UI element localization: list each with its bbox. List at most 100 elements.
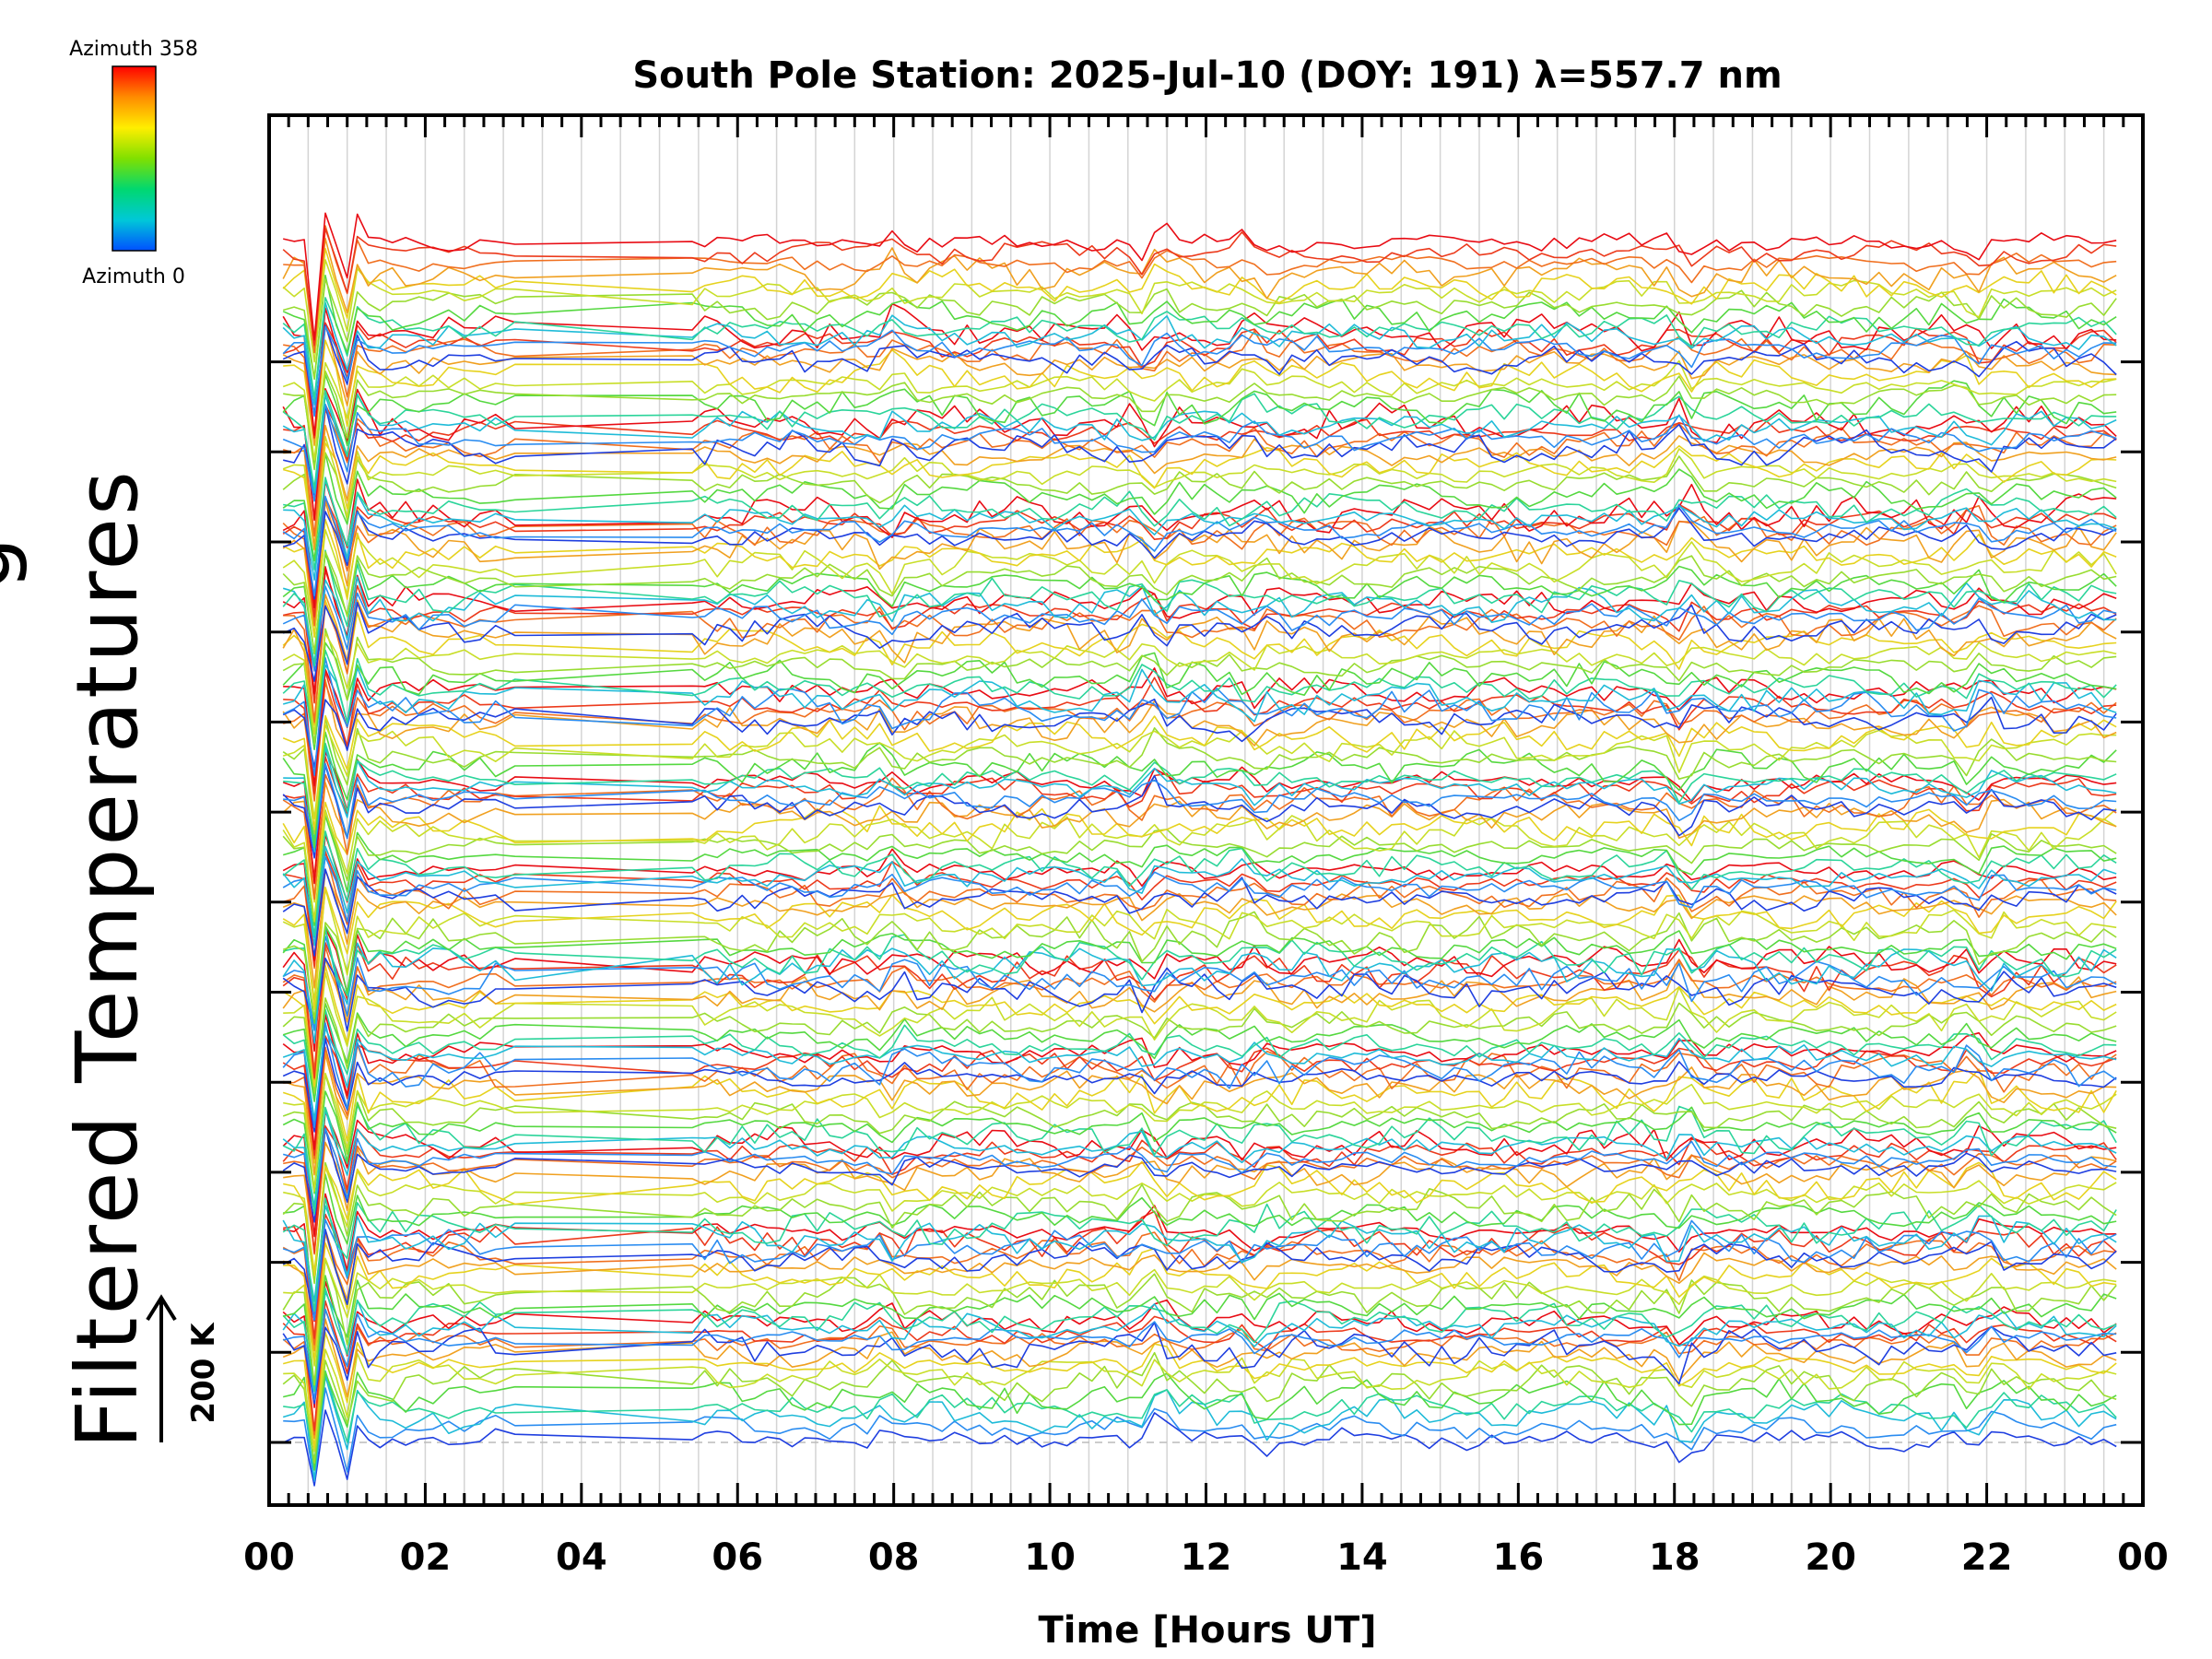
trace-band-4-az-2 — [282, 1027, 2117, 1121]
trace-band-12-az-10 — [282, 228, 2117, 347]
trace-band-11-az-0 — [283, 404, 2117, 496]
trace-band-10-az-0 — [282, 507, 2117, 600]
trace-band-7-az-6 — [282, 724, 2117, 819]
trace-band-6-az-3 — [282, 830, 2117, 936]
trace-band-10-az-5 — [282, 452, 2117, 550]
colorbar-top-label: Azimuth 358 — [69, 38, 198, 61]
x-tick-label: 06 — [712, 1536, 763, 1579]
trace-band-1-az-5 — [282, 1258, 2117, 1386]
trace-band-5-az-5 — [282, 911, 2117, 1020]
trace-band-2-az-0 — [282, 1229, 2117, 1321]
trace-band-12-az-2 — [282, 301, 2117, 406]
trace-band-4-az-11 — [282, 927, 2117, 1053]
colorbar-bottom-label: Azimuth 0 — [82, 265, 185, 288]
trace-band-4-az-9 — [282, 946, 2117, 1072]
trace-band-11-az-7 — [283, 339, 2117, 447]
trace-band-9-az-8 — [282, 500, 2117, 620]
y-axis-label: Filtered Temperatures — [58, 468, 157, 1449]
trace-band-6-az-6 — [282, 811, 2117, 923]
trace-band-3-az-6 — [283, 1072, 2117, 1193]
x-tick-label: 12 — [1181, 1536, 1232, 1579]
scale-bar: 200 K — [146, 1294, 222, 1442]
trace-band-8-az-1 — [282, 656, 2117, 777]
trace-band-10-az-7 — [282, 441, 2117, 551]
temperature-traces — [282, 212, 2117, 1487]
trace-band-1-az-8 — [282, 1232, 2117, 1352]
chart-title: South Pole Station: 2025-Jul-10 (DOY: 19… — [632, 54, 1782, 97]
trace-band-11-az-10 — [282, 322, 2117, 439]
trace-band-6-az-10 — [283, 756, 2117, 878]
trace-band-0-az-7 — [282, 1332, 2117, 1450]
trace-band-7-az-7 — [282, 714, 2117, 830]
trace-band-2-az-7 — [283, 1160, 2117, 1277]
trace-band-9-az-0 — [282, 601, 2117, 682]
trace-band-11-az-5 — [283, 370, 2117, 471]
trace-band-4-az-0 — [282, 1038, 2117, 1133]
x-tick-label: 10 — [1024, 1536, 1076, 1579]
x-tick-label: 00 — [2117, 1536, 2169, 1579]
trace-band-5-az-6 — [282, 888, 2117, 1002]
y-axis-ticks — [269, 360, 2143, 1444]
trace-band-2-az-2 — [282, 1205, 2117, 1302]
x-tick-label: 14 — [1336, 1536, 1388, 1579]
trace-band-0-az-5 — [282, 1351, 2117, 1465]
trace-band-9-az-11 — [282, 478, 2117, 609]
trace-band-2-az-5 — [282, 1161, 2117, 1285]
trace-band-0-az-4 — [283, 1371, 2117, 1471]
trace-band-4-az-5 — [282, 997, 2117, 1094]
trace-band-2-az-9 — [283, 1127, 2117, 1255]
trace-band-1-az-11 — [283, 1193, 2117, 1323]
trace-band-2-az-1 — [282, 1218, 2117, 1322]
trace-band-1-az-10 — [283, 1210, 2117, 1339]
trace-band-10-az-1 — [282, 495, 2117, 597]
trace-band-12-az-11 — [283, 212, 2117, 341]
x-axis: 00 02 04 06 08 10 12 14 16 18 20 22 00 — [243, 115, 2169, 1579]
trace-band-7-az-4 — [282, 731, 2117, 849]
trace-band-5-az-1 — [282, 935, 2117, 1031]
trace-band-8-az-0 — [282, 696, 2117, 769]
trace-band-1-az-6 — [283, 1257, 2117, 1367]
trace-band-3-az-3 — [282, 1104, 2117, 1215]
trace-band-11-az-11 — [282, 302, 2117, 436]
trace-band-3-az-0 — [282, 1127, 2117, 1223]
trace-band-1-az-7 — [283, 1242, 2117, 1361]
trace-band-3-az-11 — [282, 1014, 2117, 1150]
trace-band-7-az-11 — [283, 667, 2117, 787]
trace-band-7-az-8 — [282, 678, 2117, 797]
trace-band-9-az-3 — [282, 549, 2117, 667]
trace-band-6-az-8 — [282, 782, 2117, 900]
trace-band-1-az-1 — [282, 1308, 2117, 1401]
trace-band-8-az-11 — [282, 566, 2117, 695]
trace-band-6-az-2 — [282, 845, 2117, 947]
trace-band-1-az-4 — [282, 1275, 2117, 1386]
trace-band-3-az-4 — [282, 1090, 2117, 1194]
trace-band-10-az-6 — [282, 435, 2117, 548]
trace-band-3-az-2 — [282, 1109, 2117, 1207]
trace-band-8-az-2 — [282, 664, 2117, 747]
trace-band-10-az-3 — [283, 477, 2117, 571]
trace-band-5-az-2 — [282, 927, 2117, 1044]
trace-band-6-az-5 — [282, 809, 2117, 921]
trace-band-8-az-8 — [282, 594, 2117, 724]
trace-band-4-az-3 — [282, 1008, 2117, 1102]
trace-band-0-az-2 — [282, 1375, 2117, 1481]
trace-band-7-az-10 — [283, 670, 2117, 794]
trace-band-11-az-6 — [282, 359, 2117, 461]
trace-band-12-az-9 — [283, 225, 2117, 354]
trace-band-3-az-1 — [282, 1127, 2117, 1215]
trace-band-9-az-4 — [282, 552, 2117, 655]
x-tick-label: 04 — [556, 1536, 607, 1579]
trace-band-4-az-8 — [282, 958, 2117, 1080]
trace-band-5-az-11 — [282, 833, 2117, 962]
trace-band-8-az-6 — [282, 632, 2117, 735]
trace-band-10-az-4 — [282, 452, 2117, 562]
trace-band-12-az-4 — [282, 274, 2117, 381]
trace-band-3-az-7 — [282, 1051, 2117, 1164]
trace-band-7-az-1 — [283, 762, 2117, 853]
trace-band-6-az-0 — [282, 868, 2117, 957]
trace-band-10-az-10 — [283, 404, 2117, 520]
trace-band-10-az-2 — [283, 478, 2117, 582]
trace-band-9-az-6 — [282, 528, 2117, 638]
trace-band-5-az-3 — [283, 927, 2117, 1025]
